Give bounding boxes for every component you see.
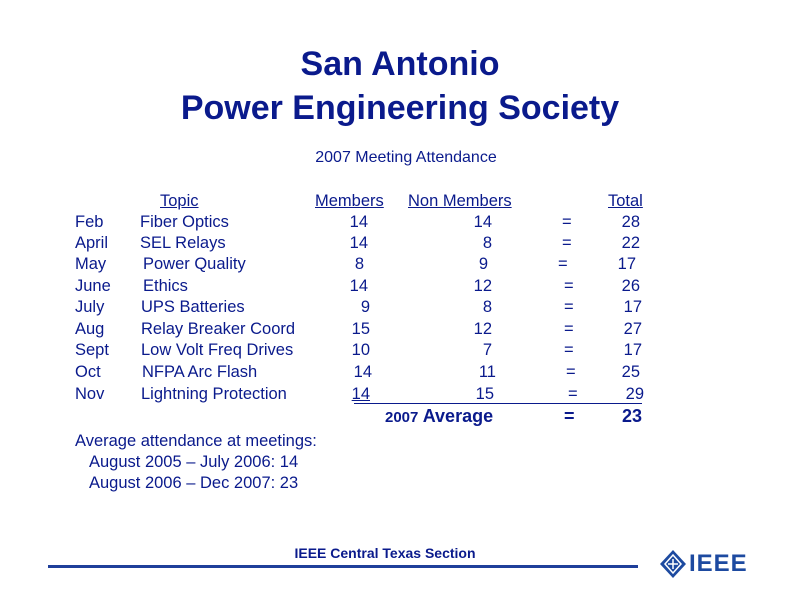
row-non-members: 12 bbox=[473, 277, 492, 295]
row-topic: Fiber Optics bbox=[140, 213, 229, 231]
row-total: 22 bbox=[621, 234, 640, 252]
row-total: 17 bbox=[623, 298, 642, 316]
notes-line-1: August 2005 – July 2006: 14 bbox=[89, 453, 299, 471]
average-label: 2007 Average bbox=[385, 406, 493, 428]
title-line-2: Power Engineering Society bbox=[180, 89, 620, 127]
row-total: 17 bbox=[623, 341, 642, 359]
notes-line-2: August 2006 – Dec 2007: 23 bbox=[89, 474, 299, 492]
row-total: 28 bbox=[621, 213, 640, 231]
row-eq: = bbox=[562, 234, 572, 252]
row-month: Aug bbox=[75, 320, 105, 338]
row-non-members: 7 bbox=[482, 341, 492, 359]
title-line-1: San Antonio bbox=[300, 45, 500, 83]
sum-rule bbox=[354, 403, 642, 404]
row-members: 15 bbox=[351, 320, 370, 338]
row-eq: = bbox=[564, 341, 574, 359]
header-total: Total bbox=[608, 192, 643, 210]
row-topic: Low Volt Freq Drives bbox=[141, 341, 294, 359]
header-non-members: Non Members bbox=[408, 192, 512, 210]
row-month: Feb bbox=[75, 213, 104, 231]
row-total: 25 bbox=[621, 363, 640, 381]
row-non-members: 15 bbox=[475, 385, 494, 403]
row-total: 17 bbox=[617, 255, 636, 273]
row-eq: = bbox=[564, 320, 574, 338]
row-non-members: 8 bbox=[482, 298, 492, 316]
row-total: 29 bbox=[625, 385, 644, 403]
row-members: 14 bbox=[349, 213, 368, 231]
row-topic: Ethics bbox=[143, 277, 188, 295]
row-month: July bbox=[75, 298, 105, 316]
ieee-diamond-icon bbox=[660, 550, 686, 578]
row-eq: = bbox=[564, 298, 574, 316]
footer-rule bbox=[48, 565, 638, 568]
subtitle: 2007 Meeting Attendance bbox=[315, 149, 497, 166]
row-topic: Lightning Protection bbox=[141, 385, 287, 403]
ieee-logo: IEEE bbox=[658, 548, 754, 580]
notes-heading: Average attendance at meetings: bbox=[75, 432, 317, 450]
header-topic: Topic bbox=[160, 192, 199, 210]
row-members: 9 bbox=[360, 298, 370, 316]
ieee-logo-text: IEEE bbox=[689, 550, 748, 577]
row-month: Sept bbox=[75, 341, 109, 359]
row-topic: Relay Breaker Coord bbox=[141, 320, 296, 338]
header-members: Members bbox=[315, 192, 384, 210]
row-non-members: 12 bbox=[473, 320, 492, 338]
average-value: 23 bbox=[621, 406, 642, 426]
average-word: Average bbox=[422, 406, 494, 426]
average-year: 2007 bbox=[385, 409, 419, 426]
row-eq: = bbox=[566, 363, 576, 381]
row-month: May bbox=[75, 255, 107, 273]
row-topic: NFPA Arc Flash bbox=[142, 363, 258, 381]
footer-section: IEEE Central Texas Section bbox=[294, 545, 476, 561]
row-members: 10 bbox=[351, 341, 370, 359]
row-eq: = bbox=[558, 255, 568, 273]
row-topic: SEL Relays bbox=[140, 234, 226, 252]
row-non-members: 9 bbox=[478, 255, 488, 273]
row-non-members: 8 bbox=[482, 234, 492, 252]
row-total: 26 bbox=[621, 277, 640, 295]
row-eq: = bbox=[562, 213, 572, 231]
row-members: 8 bbox=[354, 255, 364, 273]
row-members: 14 bbox=[349, 234, 368, 252]
row-members: 14 bbox=[349, 277, 368, 295]
row-topic: Power Quality bbox=[143, 255, 246, 273]
row-non-members: 11 bbox=[478, 363, 496, 381]
row-members: 14 bbox=[351, 385, 370, 403]
row-eq: = bbox=[568, 385, 578, 403]
row-non-members: 14 bbox=[473, 213, 492, 231]
row-topic: UPS Batteries bbox=[141, 298, 245, 316]
row-month: April bbox=[75, 234, 109, 252]
row-members: 14 bbox=[353, 363, 372, 381]
row-total: 27 bbox=[623, 320, 642, 338]
average-equals: = bbox=[564, 406, 575, 426]
row-eq: = bbox=[564, 277, 574, 295]
row-month: Nov bbox=[75, 385, 105, 403]
row-month: June bbox=[75, 277, 111, 295]
row-month: Oct bbox=[75, 363, 101, 381]
